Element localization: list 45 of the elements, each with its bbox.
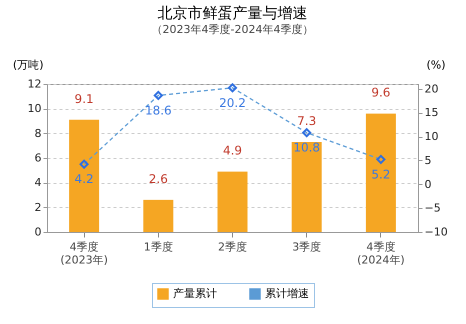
data-label: 9.1 [74,92,94,106]
legend-label: 产量累计 [173,287,217,300]
y2-tick-label: 15 [424,106,438,120]
y-tick-label: 2 [34,200,42,214]
y-tick-label: 12 [28,78,42,90]
y2-tick-label: −10 [424,226,448,238]
chart-subtitle: （2023年4季度-2024年4季度） [152,23,314,36]
x-tick-label: 4季度 (2023年) [60,240,108,266]
data-label: 2.6 [148,172,168,186]
x-tick-label: 2季度 [218,240,247,254]
data-label: 4.9 [222,144,242,158]
y-tick-label: 8 [34,126,42,140]
data-label: 20.2 [219,96,246,110]
data-label: 10.8 [293,140,320,155]
y2-tick-label: 20 [424,82,438,96]
point [228,83,238,92]
point [154,90,163,100]
legend-label: 累计增速 [265,287,309,300]
chart-title: 北京市鲜蛋产量与增速 [158,4,308,22]
point [302,128,312,138]
y-tick-label: 0 [34,226,42,238]
x-tick-label: 4季度 (2024年) [357,240,405,266]
y2-tick-label: 0 [424,178,432,191]
y-tick-label: 10 [28,102,42,116]
data-label: 9.6 [371,86,390,100]
y2-tick-label: 5 [424,154,432,167]
x-tick-label: 1季度 [144,240,173,254]
bar [366,114,396,232]
x-tick-label: 3季度 [292,240,322,254]
point [376,154,386,164]
y-axis-title: (万吨) [12,58,44,72]
point [80,160,89,169]
bar [218,172,248,232]
bar [69,120,100,232]
data-label: 18.6 [144,103,172,118]
bar [143,200,174,232]
bar [292,142,322,232]
data-label: 4.2 [74,172,94,186]
y2-tick-label: −5 [424,202,441,215]
y2-axis-title: (%) [426,58,446,72]
data-label: 5.2 [371,167,390,182]
y-tick-label: 4 [34,176,42,190]
data-label: 7.3 [297,114,316,128]
y2-tick-label: 10 [424,130,438,144]
y-tick-label: 6 [34,152,42,164]
